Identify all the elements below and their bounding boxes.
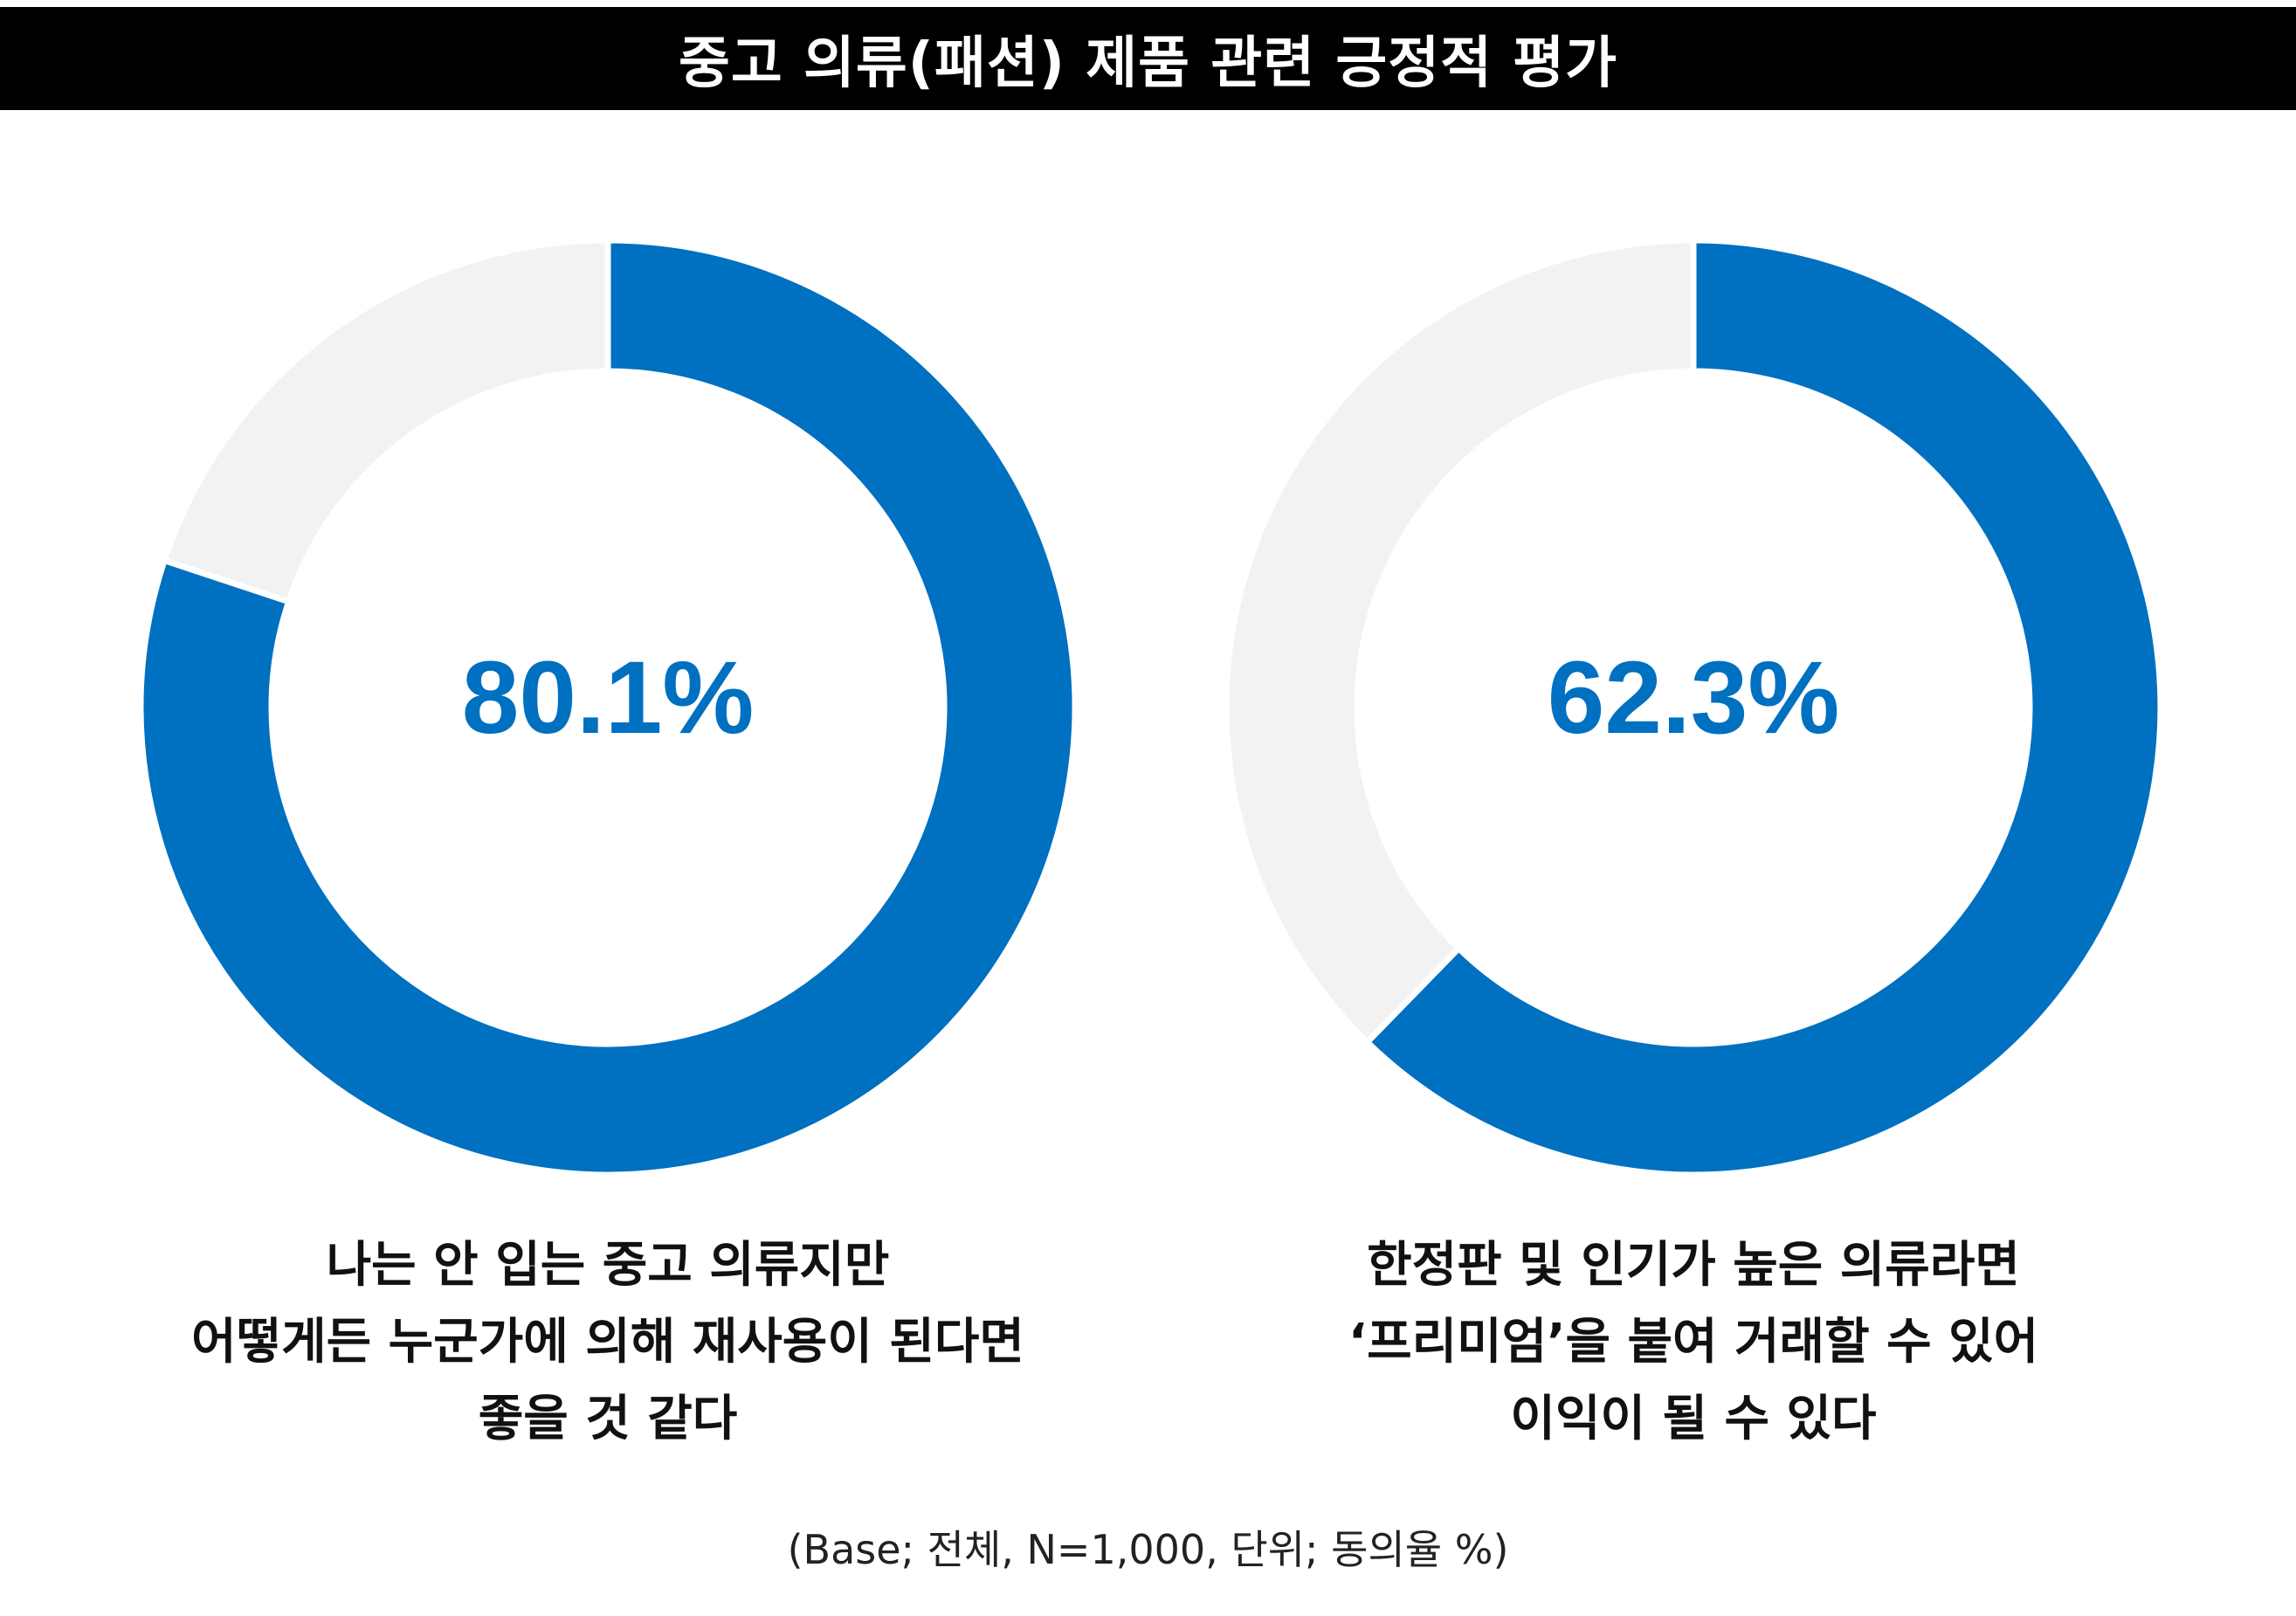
donut-chart-premium: 62.3% [1213, 227, 2174, 1188]
donut-slice-agree [1362, 237, 2164, 1178]
value-label: 80.1% [462, 640, 755, 756]
donut-slice-agree [137, 237, 1079, 1178]
caption-reuse: 나는 안 입는 중고 의류지만 어떻게든 누군가에 의해 재사용이 된다면 좋을… [40, 1227, 1176, 1458]
caption-line: 이익이 될 수 있다 [1510, 1391, 1877, 1447]
chart-title: 중고 의류(패션) 제품 관련 긍정적 평가 [678, 31, 1618, 96]
title-bar: 중고 의류(패션) 제품 관련 긍정적 평가 [0, 7, 2296, 110]
caption-line: 한정판 및 인기가 높은 의류라면 [1367, 1237, 2020, 1294]
value-label: 62.3% [1548, 640, 1840, 756]
donut-svg: 62.3% [1223, 237, 2164, 1178]
donut-slice-remainder [1223, 237, 1697, 1046]
donut-slice-remainder [160, 237, 611, 606]
donut-chart-reuse: 80.1% [128, 227, 1088, 1188]
caption-line: 좋을 것 같다 [478, 1391, 738, 1447]
caption-line: ‘프리미엄’을 붙여 거래할 수 있어 [1348, 1314, 2039, 1371]
donut-svg: 80.1% [137, 237, 1079, 1178]
caption-line: 나는 안 입는 중고 의류지만 [326, 1237, 890, 1294]
caption-line: 어떻게든 누군가에 의해 재사용이 된다면 [191, 1314, 1024, 1371]
footnote: (Base; 전체, N=1,000, 단위; 동의율 %) [787, 1526, 1509, 1573]
caption-premium: 한정판 및 인기가 높은 의류라면 ‘프리미엄’을 붙여 거래할 수 있어 이익… [1126, 1227, 2261, 1458]
